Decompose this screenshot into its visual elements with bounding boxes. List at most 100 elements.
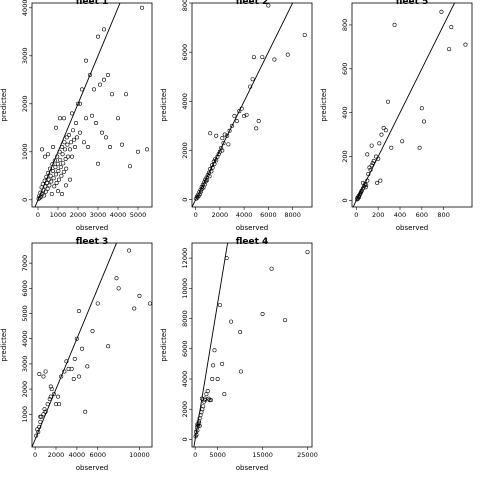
y-tick-label: 2000 bbox=[181, 401, 189, 418]
data-point bbox=[68, 147, 73, 152]
data-point bbox=[124, 92, 129, 97]
data-point bbox=[53, 165, 58, 170]
data-point bbox=[266, 3, 271, 8]
data-point bbox=[419, 106, 424, 111]
data-point bbox=[254, 126, 259, 131]
data-point bbox=[359, 188, 364, 193]
data-point bbox=[64, 135, 69, 140]
data-point bbox=[375, 180, 380, 185]
plot-frame bbox=[31, 2, 153, 208]
y-tick-label: 5000 bbox=[21, 305, 29, 322]
data-point bbox=[37, 424, 42, 429]
y-tick-label: 4000 bbox=[181, 371, 189, 388]
x-tick-label: 0 bbox=[354, 211, 358, 219]
data-point bbox=[449, 25, 454, 30]
y-tick-label: 200 bbox=[341, 150, 349, 162]
data-point bbox=[56, 394, 61, 399]
data-point bbox=[417, 145, 422, 150]
y-tick-label: 6000 bbox=[181, 44, 189, 61]
data-point bbox=[73, 145, 78, 150]
data-point bbox=[48, 394, 53, 399]
data-point bbox=[76, 308, 81, 313]
data-point bbox=[43, 369, 48, 374]
data-point bbox=[74, 336, 79, 341]
reference-line bbox=[352, 3, 456, 207]
chart-title: fleet 4 bbox=[236, 237, 269, 247]
data-point bbox=[368, 167, 373, 172]
data-point bbox=[51, 392, 56, 397]
data-point bbox=[370, 161, 375, 166]
data-point bbox=[116, 116, 121, 121]
chart-title: fleet 1 bbox=[76, 0, 109, 7]
data-point bbox=[215, 376, 220, 381]
data-point bbox=[242, 114, 247, 119]
data-point bbox=[58, 165, 63, 170]
data-point bbox=[69, 140, 74, 145]
plot-frame bbox=[31, 242, 153, 448]
data-point bbox=[43, 409, 48, 414]
x-tick-label: 15000 bbox=[252, 451, 273, 459]
data-point bbox=[132, 306, 137, 311]
data-point bbox=[49, 192, 54, 197]
x-tick-label: 200 bbox=[372, 211, 384, 219]
x-tick-label: 400 bbox=[394, 211, 406, 219]
data-point bbox=[217, 302, 222, 307]
data-point bbox=[367, 165, 372, 170]
data-point bbox=[72, 356, 77, 361]
y-tick-label: 3000 bbox=[21, 48, 29, 65]
data-point bbox=[70, 111, 75, 116]
data-point bbox=[59, 374, 64, 379]
data-point bbox=[127, 248, 132, 253]
data-point bbox=[200, 182, 205, 187]
data-point bbox=[214, 158, 219, 163]
data-point bbox=[45, 402, 50, 407]
data-point bbox=[203, 177, 208, 182]
data-point bbox=[46, 170, 51, 175]
data-point bbox=[215, 154, 220, 159]
data-point bbox=[199, 396, 204, 401]
data-point bbox=[68, 177, 73, 182]
data-point bbox=[283, 318, 288, 323]
data-point bbox=[269, 266, 274, 271]
data-point bbox=[305, 250, 310, 255]
data-point bbox=[74, 121, 79, 126]
data-point bbox=[120, 142, 125, 147]
data-point bbox=[234, 118, 239, 123]
data-point bbox=[213, 157, 218, 162]
x-tick-label: 800 bbox=[437, 211, 449, 219]
data-layer bbox=[192, 3, 307, 207]
data-point bbox=[86, 145, 91, 150]
data-point bbox=[61, 169, 66, 174]
data-point bbox=[381, 126, 386, 131]
data-point bbox=[59, 145, 64, 150]
data-point bbox=[210, 376, 215, 381]
data-point bbox=[80, 87, 85, 92]
data-point bbox=[194, 432, 199, 437]
y-tick-label: 0 bbox=[181, 437, 189, 441]
data-point bbox=[208, 131, 213, 136]
data-point bbox=[56, 177, 61, 182]
data-point bbox=[49, 179, 54, 184]
data-point bbox=[44, 181, 49, 186]
data-point bbox=[53, 125, 58, 130]
data-point bbox=[92, 87, 97, 92]
data-point bbox=[44, 174, 49, 179]
plot-frame bbox=[191, 242, 313, 448]
data-point bbox=[207, 174, 212, 179]
y-tick-label: 4000 bbox=[21, 0, 29, 16]
data-point bbox=[56, 169, 61, 174]
data-point bbox=[76, 101, 81, 106]
data-point bbox=[37, 195, 42, 200]
data-point bbox=[50, 145, 55, 150]
reference-line bbox=[34, 3, 121, 207]
data-layer bbox=[193, 243, 310, 447]
data-point bbox=[46, 177, 51, 182]
data-point bbox=[83, 409, 88, 414]
data-point bbox=[55, 161, 60, 166]
data-point bbox=[199, 184, 204, 189]
x-axis-label: observed bbox=[76, 224, 108, 232]
data-point bbox=[366, 172, 371, 177]
x-tick-label: 4000 bbox=[236, 211, 253, 219]
data-point bbox=[96, 34, 101, 39]
chart-title: fleet 3 bbox=[76, 237, 109, 247]
